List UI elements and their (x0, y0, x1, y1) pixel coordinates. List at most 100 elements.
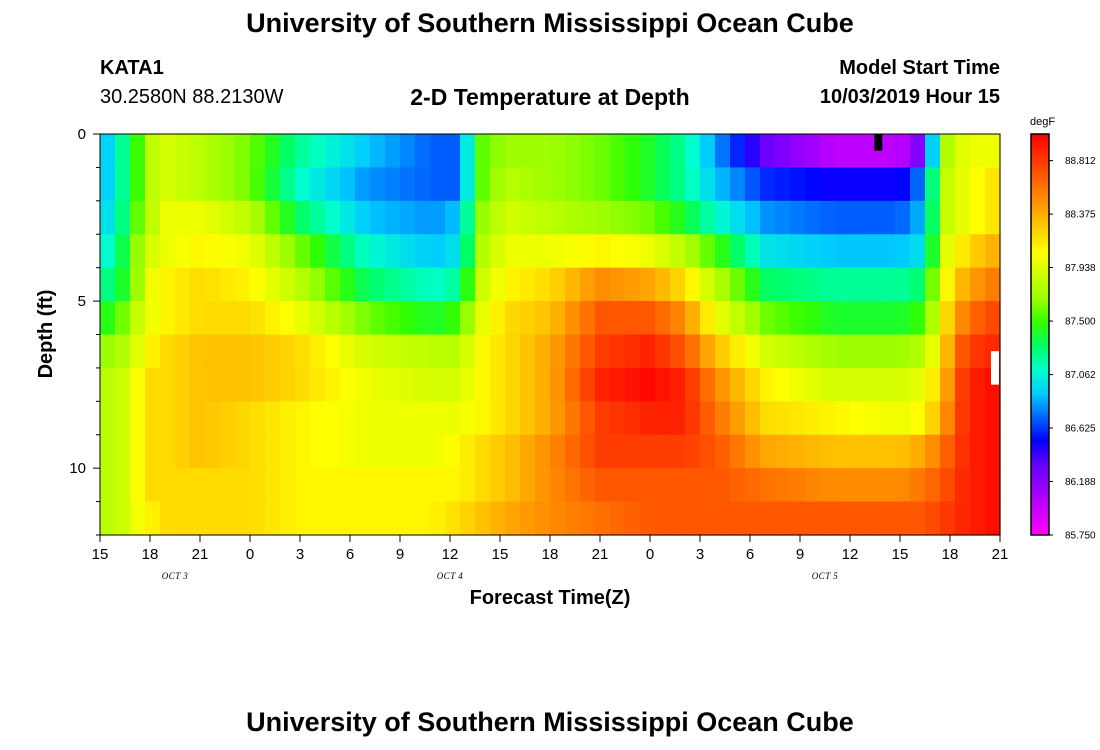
heatmap-cell (370, 167, 386, 202)
heatmap-cell (700, 200, 716, 235)
heatmap-cell (475, 301, 491, 336)
heatmap-cell (580, 301, 596, 336)
heatmap-cell (730, 468, 746, 503)
heatmap-cell (115, 301, 131, 336)
heatmap-cell (535, 301, 551, 336)
heatmap-cell (490, 401, 506, 436)
heatmap-cell (385, 501, 401, 536)
heatmap-cell (115, 334, 131, 369)
heatmap-cell (415, 468, 431, 503)
heatmap-cell (295, 234, 311, 269)
heatmap-cell (955, 234, 971, 269)
heatmap-cell (640, 434, 656, 469)
heatmap-cell (250, 334, 266, 369)
heatmap-cell (610, 434, 626, 469)
heatmap-cell (145, 468, 161, 503)
heatmap-cell (910, 301, 926, 336)
heatmap-cell (625, 401, 641, 436)
heatmap-cell (640, 167, 656, 202)
heatmap-cell (745, 468, 761, 503)
heatmap-cell (820, 167, 836, 202)
heatmap-cell (580, 501, 596, 536)
heatmap-cell (550, 501, 566, 536)
heatmap-cell (865, 267, 881, 302)
heatmap-cell (355, 367, 371, 402)
heatmap-cell (925, 501, 941, 536)
heatmap-cell (325, 468, 341, 503)
heatmap-cell (940, 134, 956, 169)
heatmap-cell (175, 301, 191, 336)
heatmap-cell (700, 434, 716, 469)
heatmap-cell (250, 401, 266, 436)
heatmap-cell (760, 401, 776, 436)
heatmap-cell (640, 401, 656, 436)
heatmap-cell (610, 501, 626, 536)
heatmap-cell (550, 134, 566, 169)
heatmap-cell (565, 334, 581, 369)
heatmap-cell (955, 367, 971, 402)
heatmap-cell (160, 134, 176, 169)
heatmap-cell (505, 301, 521, 336)
heatmap-cell (445, 301, 461, 336)
heatmap-cell (730, 267, 746, 302)
heatmap-cell (115, 468, 131, 503)
heatmap-cell (430, 468, 446, 503)
heatmap-cell (895, 367, 911, 402)
heatmap-cell (415, 301, 431, 336)
heatmap-cell (205, 234, 221, 269)
heatmap-cell (190, 200, 206, 235)
heatmap-cell (205, 501, 221, 536)
heatmap-cell (835, 267, 851, 302)
heatmap-cell (685, 267, 701, 302)
heatmap-cell (430, 434, 446, 469)
heatmap-cell (895, 434, 911, 469)
heatmap-cell (535, 167, 551, 202)
heatmap-cell (280, 501, 296, 536)
heatmap-cell (415, 200, 431, 235)
heatmap-cell (610, 167, 626, 202)
heatmap-cell (910, 434, 926, 469)
heatmap-cell (550, 200, 566, 235)
heatmap-cell (610, 367, 626, 402)
x-tick-label: 0 (246, 546, 254, 563)
heatmap-cell (490, 468, 506, 503)
heatmap-cell (820, 401, 836, 436)
page-title: University of Southern Mississippi Ocean… (246, 8, 854, 38)
heatmap-cell (940, 267, 956, 302)
heatmap-cell (400, 501, 416, 536)
heatmap-cell (415, 167, 431, 202)
heatmap-cell (385, 267, 401, 302)
colorbar-tick-label: 87.500 (1065, 317, 1096, 328)
heatmap-cell (340, 267, 356, 302)
heatmap-cell (790, 434, 806, 469)
heatmap-cell (880, 200, 896, 235)
heatmap-cell (445, 401, 461, 436)
heatmap-cell (820, 334, 836, 369)
heatmap-cell (565, 367, 581, 402)
colorbar-tick-label: 87.938 (1065, 263, 1096, 274)
heatmap-cell (265, 167, 281, 202)
heatmap-cell (265, 134, 281, 169)
heatmap-cell (535, 200, 551, 235)
station-coordinates: 30.2580N 88.2130W (100, 86, 284, 108)
heatmap-cell (790, 134, 806, 169)
heatmap-cell (325, 134, 341, 169)
heatmap-cell (520, 200, 536, 235)
heatmap-cell (655, 468, 671, 503)
heatmap-cell (505, 334, 521, 369)
heatmap-cell (490, 334, 506, 369)
heatmap-cell (955, 501, 971, 536)
heatmap-cell (400, 200, 416, 235)
heatmap-cell (385, 200, 401, 235)
heatmap-cell (550, 468, 566, 503)
heatmap-cell (400, 434, 416, 469)
heatmap-cell (115, 200, 131, 235)
heatmap-cell (100, 401, 116, 436)
model-start-value: 10/03/2019 Hour 15 (819, 86, 1000, 108)
heatmap-cell (250, 267, 266, 302)
heatmap-cell (895, 134, 911, 169)
heatmap-cell (940, 301, 956, 336)
heatmap-cell (580, 367, 596, 402)
heatmap-cell (160, 434, 176, 469)
heatmap-cell (130, 301, 146, 336)
